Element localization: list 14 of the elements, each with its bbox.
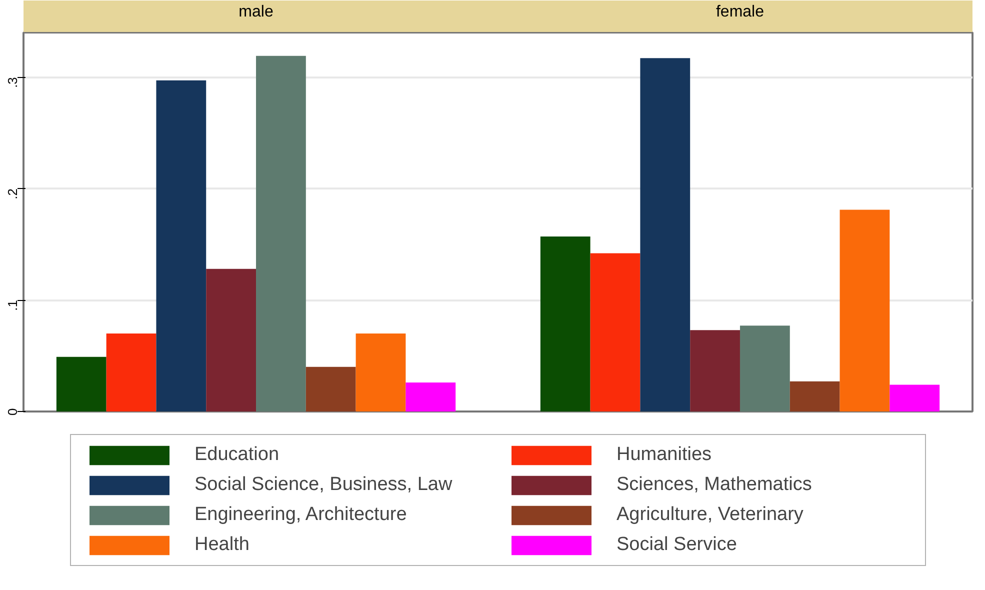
y-tick-label: .1 bbox=[5, 300, 20, 311]
legend-label: Social Service bbox=[616, 534, 738, 556]
legend-label: Education bbox=[194, 444, 280, 466]
legend-label: Engineering, Architecture bbox=[194, 504, 408, 526]
legend-label: Agriculture, Veterinary bbox=[616, 504, 804, 526]
y-tick-label: 0 bbox=[5, 408, 20, 416]
y-tick-label: .3 bbox=[5, 77, 20, 88]
legend-label: Social Science, Business, Law bbox=[194, 474, 454, 496]
x-tick-label: female bbox=[716, 4, 764, 20]
legend-label: Health bbox=[194, 534, 250, 556]
y-tick-label: .2 bbox=[5, 188, 20, 200]
x-tick-label: male bbox=[238, 4, 274, 20]
legend-label: Sciences, Mathematics bbox=[616, 474, 813, 496]
legend-label: Humanities bbox=[616, 444, 713, 466]
